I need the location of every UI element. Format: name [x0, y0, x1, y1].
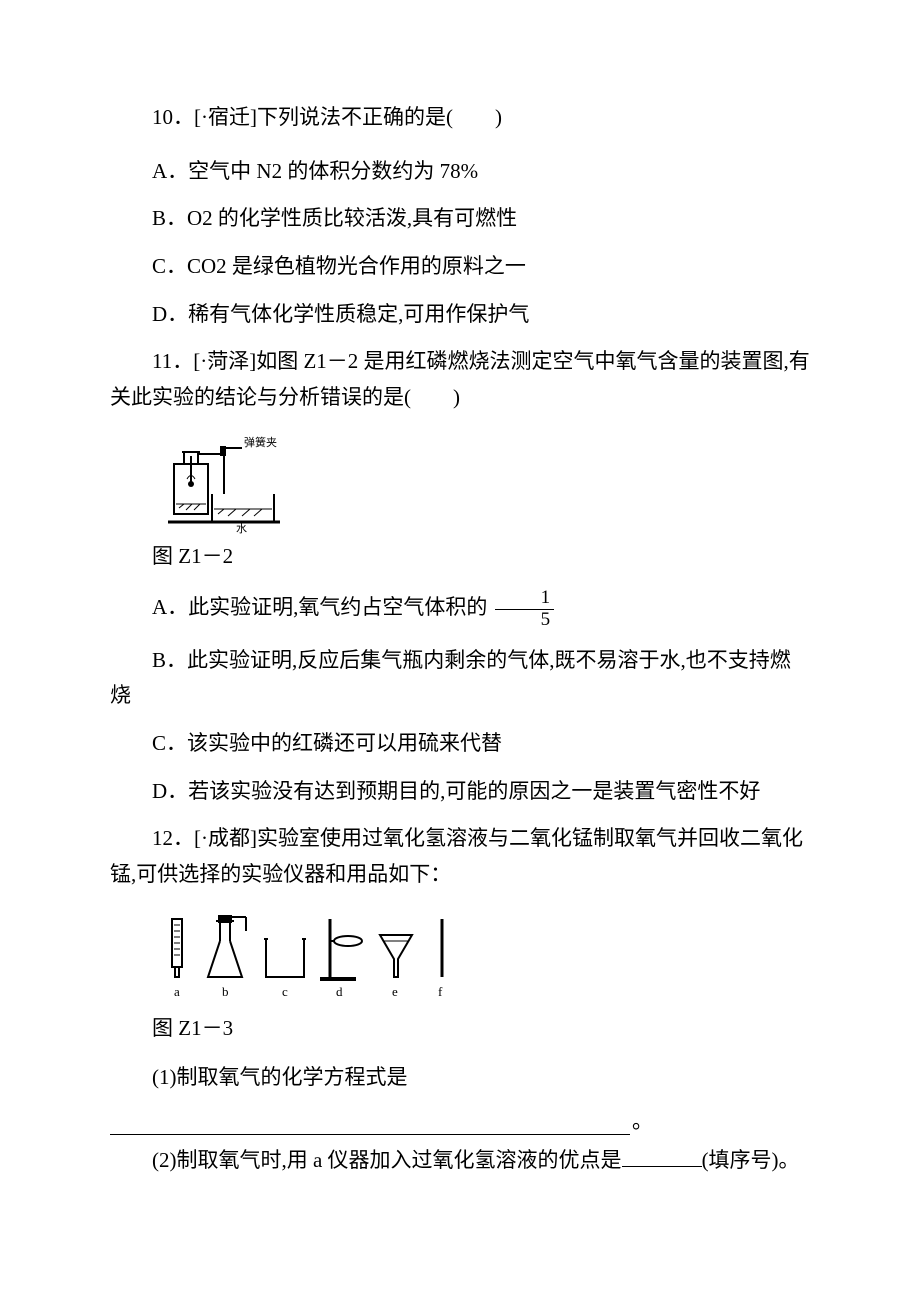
q12-figure-caption: 图 Z1－3	[110, 1012, 810, 1042]
svg-text:b: b	[222, 984, 229, 999]
q11-stem: 11．[·菏泽]如图 Z1－2 是用红磷燃烧法测定空气中氧气含量的装置图,有关此…	[110, 344, 810, 415]
q12-sub2-prefix: (2)制取氧气时,用 a 仪器加入过氧化氢溶液的优点是	[152, 1148, 622, 1172]
svg-text:f: f	[438, 984, 443, 999]
q11-option-d: D．若该实验没有达到预期目的,可能的原因之一是装置气密性不好	[110, 774, 810, 810]
q11-figure-caption: 图 Z1－2	[110, 540, 810, 570]
q11-option-a: A．此实验证明,氧气约占空气体积的 15	[110, 588, 810, 631]
q12-sub1-end: 。	[632, 1105, 653, 1135]
q12-figure: a b c d	[154, 911, 810, 1006]
clamp-label: 弹簧夹	[244, 435, 277, 449]
q11-option-c: C．该实验中的红磷还可以用硫来代替	[110, 726, 810, 762]
q12-sub2-suffix: (填序号)。	[702, 1148, 800, 1172]
question-12: 12．[·成都]实验室使用过氧化氢溶液与二氧化锰制取氧气并回收二氧化锰,可供选择…	[110, 821, 810, 892]
blank-line-long	[110, 1111, 630, 1135]
q10-stem: 10．[·宿迁]下列说法不正确的是( )	[110, 100, 810, 136]
q11-figure: 弹簧夹 水	[154, 434, 810, 534]
svg-text:水: 水	[236, 522, 247, 534]
svg-text:a: a	[174, 984, 180, 999]
q12-stem: 12．[·成都]实验室使用过氧化氢溶液与二氧化锰制取氧气并回收二氧化锰,可供选择…	[110, 821, 810, 892]
q10-option-b: B．O2 的化学性质比较活泼,具有可燃性	[110, 201, 810, 237]
q10-option-a: A．空气中 N2 的体积分数约为 78%	[110, 154, 810, 190]
question-11: 11．[·菏泽]如图 Z1－2 是用红磷燃烧法测定空气中氧气含量的装置图,有关此…	[110, 344, 810, 415]
blank-line-short	[622, 1166, 702, 1167]
fraction-numerator: 1	[495, 588, 555, 610]
svg-text:d: d	[336, 984, 343, 999]
question-10: 10．[·宿迁]下列说法不正确的是( )	[110, 100, 810, 136]
lab-equipment-icon: a b c d	[154, 911, 484, 1006]
fraction-denominator: 5	[495, 610, 555, 631]
svg-text:e: e	[392, 984, 398, 999]
fraction-one-fifth: 15	[495, 588, 555, 631]
svg-text:c: c	[282, 984, 288, 999]
q12-sub1: (1)制取氧气的化学方程式是	[110, 1060, 810, 1096]
q10-option-d: D．稀有气体化学性质稳定,可用作保护气	[110, 297, 810, 333]
q11-option-a-text: A．此实验证明,氧气约占空气体积的	[152, 595, 493, 619]
q11-option-b: B．此实验证明,反应后集气瓶内剩余的气体,既不易溶于水,也不支持燃烧	[110, 643, 810, 714]
apparatus-diagram-icon: 弹簧夹 水	[154, 434, 294, 534]
q12-sub2: (2)制取氧气时,用 a 仪器加入过氧化氢溶液的优点是 (填序号)。	[110, 1143, 810, 1179]
q10-option-c: C．CO2 是绿色植物光合作用的原料之一	[110, 249, 810, 285]
